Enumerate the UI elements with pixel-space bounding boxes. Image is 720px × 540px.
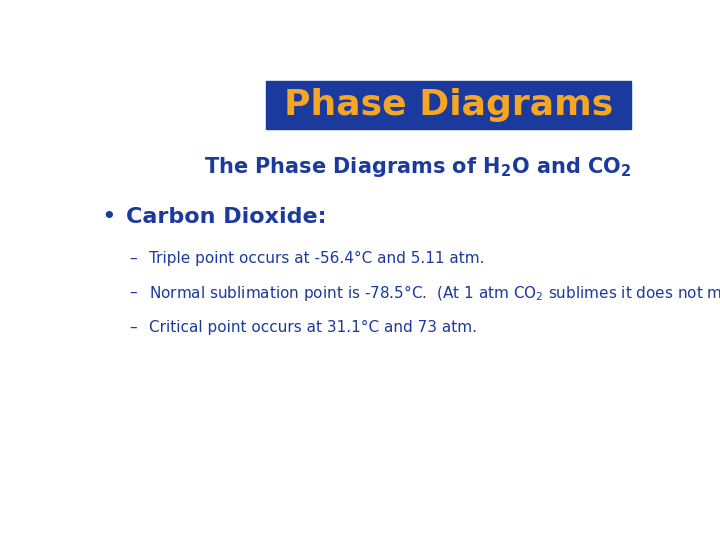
Text: –: –: [129, 285, 137, 300]
Text: Phase Diagrams: Phase Diagrams: [284, 89, 613, 123]
Text: –: –: [129, 251, 137, 266]
Text: •: •: [101, 205, 116, 228]
Text: Normal sublimation point is -78.5°C.  (At 1 atm CO$\mathdefault{_2}$ sublimes it: Normal sublimation point is -78.5°C. (At…: [148, 282, 720, 302]
Text: –: –: [129, 320, 137, 335]
Text: Carbon Dioxide:: Carbon Dioxide:: [126, 207, 327, 227]
Text: The Phase Diagrams of $\mathdefault{H_2}$O and CO$\mathdefault{_2}$: The Phase Diagrams of $\mathdefault{H_2}…: [204, 154, 631, 179]
Text: Triple point occurs at -56.4°C and 5.11 atm.: Triple point occurs at -56.4°C and 5.11 …: [148, 251, 484, 266]
Text: Critical point occurs at 31.1°C and 73 atm.: Critical point occurs at 31.1°C and 73 a…: [148, 320, 477, 335]
FancyBboxPatch shape: [266, 82, 631, 129]
